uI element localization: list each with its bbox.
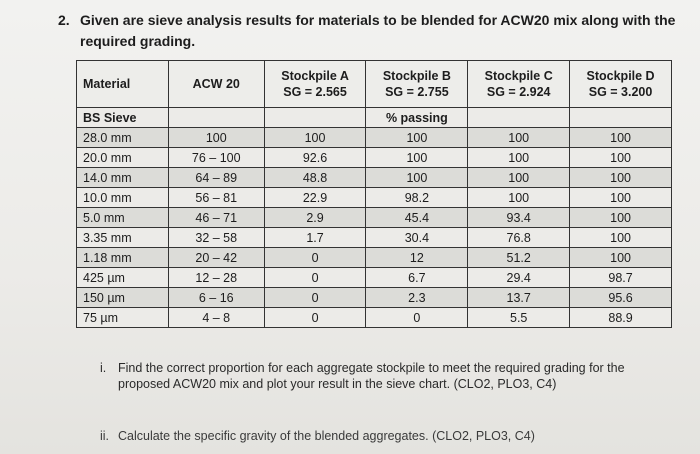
stockpile-c-cell: 100 [468, 188, 570, 208]
sieve-size-cell: 425 µm [77, 268, 169, 288]
stockpile-c-cell: 76.8 [468, 228, 570, 248]
stockpile-d-cell: 88.9 [570, 308, 672, 328]
acw20-range-cell: 56 – 81 [168, 188, 264, 208]
stockpile-d-cell: 100 [570, 228, 672, 248]
stockpile-b-cell: 100 [366, 128, 468, 148]
stockpile-a-cell: 0 [264, 268, 366, 288]
stockpile-c-cell: 13.7 [468, 288, 570, 308]
question-heading: 2. Given are sieve analysis results for … [58, 10, 678, 52]
stockpile-d-cell: 95.6 [570, 288, 672, 308]
header-acw20: ACW 20 [168, 61, 264, 108]
header-stockpile-b: Stockpile B SG = 2.755 [366, 61, 468, 108]
stockpile-a-cell: 0 [264, 308, 366, 328]
sieve-size-cell: 5.0 mm [77, 208, 169, 228]
empty-cell [168, 108, 264, 128]
acw20-range-cell: 12 – 28 [168, 268, 264, 288]
table-header-row: Material ACW 20 Stockpile A SG = 2.565 St… [77, 61, 672, 108]
sieve-size-cell: 75 µm [77, 308, 169, 328]
instruction-i: i. Find the correct proportion for each … [100, 360, 660, 392]
table-subheader-row: BS Sieve % passing [77, 108, 672, 128]
table-row: 150 µm 6 – 16 0 2.3 13.7 95.6 [77, 288, 672, 308]
percent-passing-label: % passing [366, 108, 468, 128]
stockpile-d-cell: 98.7 [570, 268, 672, 288]
sieve-size-cell: 14.0 mm [77, 168, 169, 188]
question-number: 2. [58, 10, 70, 31]
stockpile-d-cell: 100 [570, 148, 672, 168]
acw20-range-cell: 76 – 100 [168, 148, 264, 168]
empty-cell [570, 108, 672, 128]
stockpile-d-cell: 100 [570, 188, 672, 208]
sieve-size-cell: 3.35 mm [77, 228, 169, 248]
sieve-size-cell: 150 µm [77, 288, 169, 308]
instruction-text: Find the correct proportion for each agg… [100, 360, 660, 392]
stockpile-d-cell: 100 [570, 128, 672, 148]
table-row: 5.0 mm 46 – 71 2.9 45.4 93.4 100 [77, 208, 672, 228]
acw20-range-cell: 20 – 42 [168, 248, 264, 268]
table-row: 1.18 mm 20 – 42 0 12 51.2 100 [77, 248, 672, 268]
sieve-size-cell: 28.0 mm [77, 128, 169, 148]
stockpile-a-cell: 0 [264, 288, 366, 308]
stockpile-d-cell: 100 [570, 168, 672, 188]
stockpile-b-cell: 2.3 [366, 288, 468, 308]
stockpile-b-cell: 6.7 [366, 268, 468, 288]
table-row: 28.0 mm 100 100 100 100 100 [77, 128, 672, 148]
header-stockpile-c: Stockpile C SG = 2.924 [468, 61, 570, 108]
stockpile-c-cell: 100 [468, 148, 570, 168]
acw20-range-cell: 100 [168, 128, 264, 148]
table-row: 425 µm 12 – 28 0 6.7 29.4 98.7 [77, 268, 672, 288]
sieve-size-cell: 1.18 mm [77, 248, 169, 268]
instruction-ii: ii. Calculate the specific gravity of th… [100, 428, 660, 444]
sieve-size-cell: 20.0 mm [77, 148, 169, 168]
header-stockpile-a: Stockpile A SG = 2.565 [264, 61, 366, 108]
table-row: 20.0 mm 76 – 100 92.6 100 100 100 [77, 148, 672, 168]
stockpile-b-cell: 0 [366, 308, 468, 328]
header-stockpile-d: Stockpile D SG = 3.200 [570, 61, 672, 108]
stockpile-a-cell: 48.8 [264, 168, 366, 188]
stockpile-c-cell: 51.2 [468, 248, 570, 268]
instruction-text: Calculate the specific gravity of the bl… [100, 428, 660, 444]
stockpile-c-cell: 100 [468, 128, 570, 148]
stockpile-b-cell: 12 [366, 248, 468, 268]
table-row: 10.0 mm 56 – 81 22.9 98.2 100 100 [77, 188, 672, 208]
stockpile-c-cell: 100 [468, 168, 570, 188]
stockpile-a-cell: 1.7 [264, 228, 366, 248]
stockpile-b-cell: 30.4 [366, 228, 468, 248]
stockpile-a-cell: 22.9 [264, 188, 366, 208]
stockpile-b-cell: 98.2 [366, 188, 468, 208]
empty-cell [264, 108, 366, 128]
acw20-range-cell: 46 – 71 [168, 208, 264, 228]
acw20-range-cell: 64 – 89 [168, 168, 264, 188]
stockpile-a-cell: 0 [264, 248, 366, 268]
sieve-size-cell: 10.0 mm [77, 188, 169, 208]
question-text: Given are sieve analysis results for mat… [58, 10, 678, 52]
stockpile-c-cell: 29.4 [468, 268, 570, 288]
stockpile-b-cell: 45.4 [366, 208, 468, 228]
table-row: 75 µm 4 – 8 0 0 5.5 88.9 [77, 308, 672, 328]
stockpile-c-cell: 5.5 [468, 308, 570, 328]
table-row: 14.0 mm 64 – 89 48.8 100 100 100 [77, 168, 672, 188]
bs-sieve-label: BS Sieve [77, 108, 169, 128]
instruction-marker: i. [100, 360, 106, 376]
sieve-analysis-table: Material ACW 20 Stockpile A SG = 2.565 St… [76, 60, 672, 328]
acw20-range-cell: 4 – 8 [168, 308, 264, 328]
stockpile-a-cell: 92.6 [264, 148, 366, 168]
stockpile-c-cell: 93.4 [468, 208, 570, 228]
instruction-marker: ii. [100, 428, 109, 444]
header-material: Material [77, 61, 169, 108]
stockpile-d-cell: 100 [570, 248, 672, 268]
stockpile-a-cell: 100 [264, 128, 366, 148]
acw20-range-cell: 32 – 58 [168, 228, 264, 248]
table-row: 3.35 mm 32 – 58 1.7 30.4 76.8 100 [77, 228, 672, 248]
stockpile-b-cell: 100 [366, 168, 468, 188]
acw20-range-cell: 6 – 16 [168, 288, 264, 308]
stockpile-d-cell: 100 [570, 208, 672, 228]
stockpile-b-cell: 100 [366, 148, 468, 168]
empty-cell [468, 108, 570, 128]
stockpile-a-cell: 2.9 [264, 208, 366, 228]
